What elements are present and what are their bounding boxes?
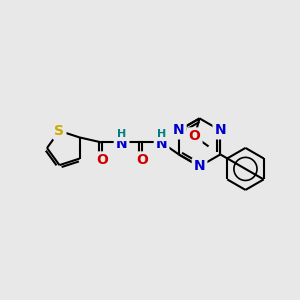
Text: H: H [157, 129, 166, 140]
Text: N: N [156, 137, 167, 152]
Text: N: N [173, 123, 184, 137]
Text: N: N [214, 123, 226, 137]
Text: N: N [194, 159, 206, 173]
Text: N: N [116, 137, 127, 152]
Text: O: O [97, 153, 109, 167]
Text: O: O [189, 129, 200, 143]
Text: H: H [117, 129, 126, 140]
Text: O: O [136, 153, 148, 167]
Text: S: S [54, 124, 64, 138]
